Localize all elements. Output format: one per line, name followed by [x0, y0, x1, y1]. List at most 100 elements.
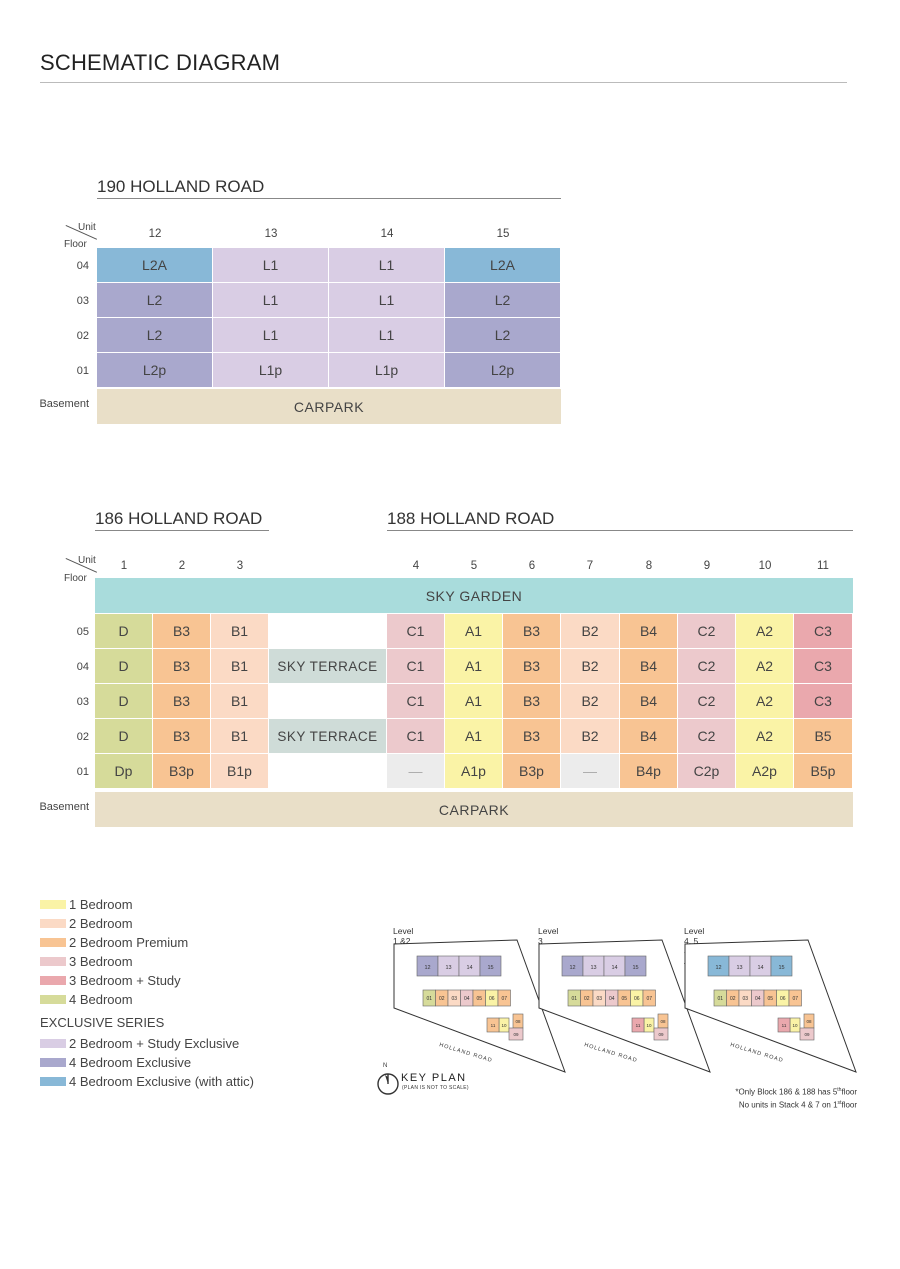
footnote: *Only Block 186 & 188 has 5thfloor No un… — [690, 1085, 857, 1110]
road-label: HOLLAND ROAD — [438, 1042, 493, 1064]
unit-cell[interactable]: L1 — [329, 248, 445, 283]
legend-item: 3 Bedroom — [40, 952, 254, 971]
unit-cell[interactable]: B1 — [211, 614, 269, 649]
unit-cell[interactable]: B4 — [620, 649, 678, 684]
carpark-190: CARPARK — [97, 389, 561, 424]
unit-cell[interactable]: B4 — [620, 614, 678, 649]
unit-header: 6 — [528, 560, 536, 572]
unit-cell[interactable]: D — [95, 684, 153, 719]
title-divider — [40, 82, 847, 83]
key-plan-level-label: Level 1 &2 — [393, 926, 414, 946]
key-plan-unit-label: 04 — [755, 996, 761, 1002]
unit-cell[interactable]: C1 — [387, 649, 445, 684]
unit-cell[interactable]: A2p — [736, 754, 794, 789]
unit-cell[interactable]: B3 — [153, 614, 211, 649]
unit-cell[interactable]: B2 — [561, 684, 620, 719]
unit-cell[interactable]: B3 — [153, 649, 211, 684]
legend-item: 2 Bedroom + Study Exclusive — [40, 1034, 254, 1053]
unit-cell[interactable]: B1 — [211, 649, 269, 684]
unit-cell[interactable]: L1 — [329, 283, 445, 318]
unit-cell[interactable]: B2 — [561, 614, 620, 649]
key-plan-unit-label: 03 — [742, 996, 748, 1002]
unit-cell[interactable]: B1 — [211, 684, 269, 719]
unit-cell[interactable]: L2p — [97, 353, 213, 388]
unit-cell[interactable]: B3 — [503, 684, 561, 719]
unit-cell[interactable]: B4 — [620, 684, 678, 719]
unit-cell[interactable]: L2 — [97, 283, 213, 318]
unit-cell[interactable]: L1 — [213, 283, 329, 318]
unit-cell[interactable]: B2 — [561, 719, 620, 754]
unit-cell[interactable]: B3 — [153, 719, 211, 754]
unit-cell[interactable]: A1 — [445, 684, 503, 719]
unit-cell[interactable]: C1 — [387, 719, 445, 754]
unit-cell: — — [387, 754, 445, 789]
unit-cell[interactable]: L2 — [445, 318, 561, 353]
corner-unit-label: Unit — [78, 222, 96, 233]
key-plan-unit — [788, 989, 802, 1007]
unit-cell[interactable]: L1 — [329, 318, 445, 353]
key-plan-unit-label: 03 — [596, 996, 602, 1002]
key-plan-unit-label: 08 — [806, 1019, 812, 1024]
unit-cell[interactable]: C2 — [678, 649, 736, 684]
unit-cell[interactable]: B3p — [503, 754, 561, 789]
unit-cell[interactable]: L2A — [97, 248, 213, 283]
floor-label: 02 — [76, 731, 89, 743]
unit-cell[interactable]: C3 — [794, 649, 853, 684]
unit-cell[interactable]: B3 — [503, 649, 561, 684]
key-plan-unit-label: 12 — [424, 965, 430, 971]
unit-cell[interactable]: B2 — [561, 649, 620, 684]
unit-cell[interactable]: C1 — [387, 614, 445, 649]
key-plan-unit — [479, 955, 502, 977]
unit-cell[interactable]: B3p — [153, 754, 211, 789]
legend-label: 2 Bedroom — [69, 916, 133, 931]
unit-cell[interactable]: A1p — [445, 754, 503, 789]
unit-cell[interactable]: C2 — [678, 719, 736, 754]
unit-cell[interactable]: A1 — [445, 719, 503, 754]
key-plan-unit-label: 04 — [464, 996, 470, 1002]
unit-cell[interactable]: B3 — [503, 719, 561, 754]
unit-cell[interactable]: D — [95, 719, 153, 754]
unit-cell[interactable]: A1 — [445, 649, 503, 684]
unit-cell[interactable]: L1p — [329, 353, 445, 388]
block-188-title: 188 HOLLAND ROAD — [387, 509, 555, 528]
key-plan-unit-label: 15 — [778, 965, 784, 971]
unit-cell[interactable]: B1 — [211, 719, 269, 754]
unit-cell[interactable]: L1p — [213, 353, 329, 388]
road-label: HOLLAND ROAD — [729, 1042, 784, 1064]
unit-cell[interactable]: C3 — [794, 684, 853, 719]
legend-item: 4 Bedroom Exclusive (with attic) — [40, 1072, 254, 1091]
unit-cell[interactable]: L2 — [97, 318, 213, 353]
unit-cell[interactable]: C2 — [678, 614, 736, 649]
unit-header: 14 — [380, 228, 394, 240]
unit-cell[interactable]: A2 — [736, 614, 794, 649]
unit-cell[interactable]: C2 — [678, 684, 736, 719]
unit-cell[interactable]: B3 — [153, 684, 211, 719]
unit-cell[interactable]: D — [95, 649, 153, 684]
legend-label: 3 Bedroom — [69, 954, 133, 969]
unit-cell[interactable]: L2A — [445, 248, 561, 283]
unit-cell[interactable]: B5p — [794, 754, 853, 789]
unit-header: 12 — [148, 228, 162, 240]
unit-cell[interactable]: B3 — [503, 614, 561, 649]
key-plan-unit — [486, 1017, 500, 1033]
unit-cell[interactable]: B4p — [620, 754, 678, 789]
unit-cell[interactable]: B1p — [211, 754, 269, 789]
unit-cell[interactable]: A2 — [736, 649, 794, 684]
unit-cell[interactable]: C2p — [678, 754, 736, 789]
unit-cell[interactable]: B5 — [794, 719, 853, 754]
unit-header: 13 — [264, 228, 278, 240]
unit-cell[interactable]: A2 — [736, 684, 794, 719]
unit-cell[interactable]: L1 — [213, 318, 329, 353]
unit-cell[interactable]: A1 — [445, 614, 503, 649]
key-plan-unit-label: 07 — [646, 996, 652, 1002]
unit-cell[interactable]: L1 — [213, 248, 329, 283]
unit-cell[interactable]: Dp — [95, 754, 153, 789]
unit-cell[interactable]: C1 — [387, 684, 445, 719]
unit-cell[interactable]: C3 — [794, 614, 853, 649]
unit-cell[interactable]: L2p — [445, 353, 561, 388]
key-plan-unit-label: 01 — [571, 996, 577, 1002]
unit-cell[interactable]: D — [95, 614, 153, 649]
unit-cell[interactable]: A2 — [736, 719, 794, 754]
unit-cell[interactable]: L2 — [445, 283, 561, 318]
unit-cell[interactable]: B4 — [620, 719, 678, 754]
